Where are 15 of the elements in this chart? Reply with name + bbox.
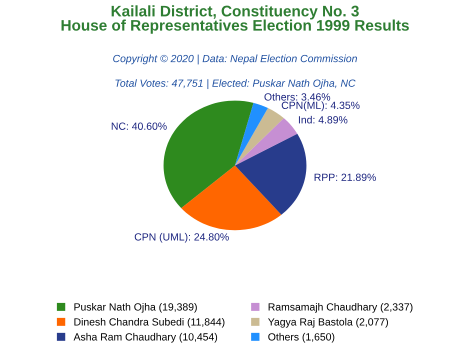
data-label: Ind: 4.89% — [298, 116, 348, 124]
legend-label: Ramsamajh Chaudhary (2,337) — [268, 302, 412, 313]
chart-subtitle: Total Votes: 47,751 | Elected: Puskar Nath Ojha, NC — [115, 79, 356, 90]
data-label: NC: 40.60% — [112, 122, 167, 130]
legend-label: Yagya Raj Bastola (2,077) — [268, 318, 388, 328]
data-label: CPN(ML): 4.35% — [282, 101, 360, 112]
data-label: CPN (UML): 24.80% — [134, 232, 229, 243]
data-label: RPP: 21.89% — [314, 174, 376, 181]
text: Copyright © 2020 | Data: Nepal Election Commission — [113, 54, 357, 64]
data-label: Others: 3.46% — [264, 92, 330, 101]
chart-title: Kailali District, Constituency No. 3 House of Representatives Election 1999 Results — [62, 5, 409, 34]
legend-label: Asha Ram Chaudhary (10,454) — [74, 332, 218, 343]
legend-label: Dinesh Chandra Subedi (11,844) — [74, 318, 224, 328]
legend-label: Puskar Nath Ojha (19,389) — [74, 302, 197, 313]
legend-label: Others (1,650) — [268, 332, 334, 343]
